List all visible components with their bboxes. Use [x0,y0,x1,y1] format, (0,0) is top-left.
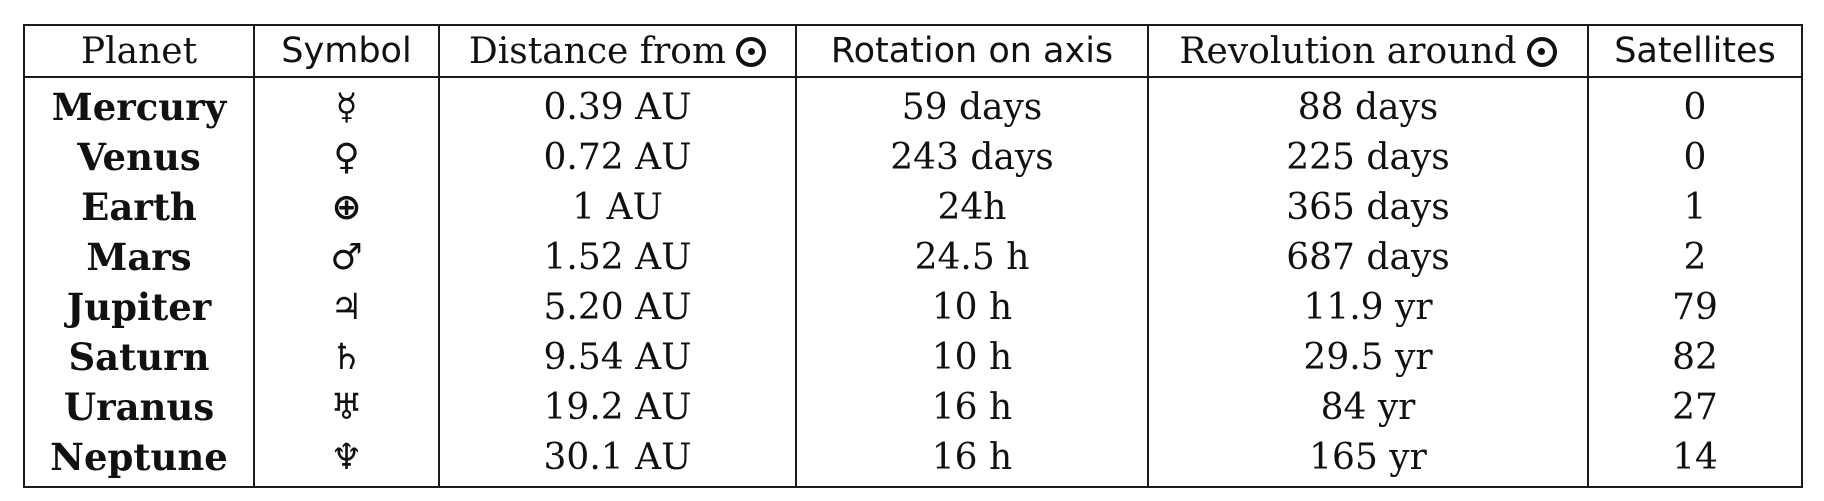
planet-name: Earth [23,182,255,232]
neptune-symbol-icon: ♆ [253,432,440,488]
planet-name: Saturn [23,332,255,382]
table-row: Mars ♂ 1.52 AU 24.5 h 687 days 2 [23,232,1803,282]
rotation-cell: 10 h [795,332,1149,382]
header-revolution: Revolution around [1147,24,1589,78]
table-row: Jupiter ♃ 5.20 AU 10 h 11.9 yr 79 [23,282,1803,332]
revolution-cell: 687 days [1147,232,1589,282]
satellites-cell: 0 [1587,132,1803,182]
revolution-cell: 88 days [1147,77,1589,132]
rotation-cell: 243 days [795,132,1149,182]
table-row: Mercury ☿ 0.39 AU 59 days 88 days 0 [23,77,1803,132]
planet-table: Planet Symbol Distance from Rotation on … [23,24,1803,488]
header-distance-label: Distance from [468,30,727,72]
planet-name: Jupiter [23,282,255,332]
distance-cell: 0.72 AU [438,132,797,182]
planet-name: Mercury [23,77,255,132]
mars-symbol-icon: ♂ [253,232,440,282]
venus-symbol-icon: ♀ [253,132,440,182]
rotation-cell: 16 h [795,382,1149,432]
header-row: Planet Symbol Distance from Rotation on … [23,24,1803,78]
table-row: Earth ⊕ 1 AU 24h 365 days 1 [23,182,1803,232]
table-row: Venus ♀ 0.72 AU 243 days 225 days 0 [23,132,1803,182]
distance-cell: 9.54 AU [438,332,797,382]
satellites-cell: 0 [1587,77,1803,132]
revolution-cell: 84 yr [1147,382,1589,432]
planet-name: Uranus [23,382,255,432]
header-satellites: Satellites [1587,24,1803,78]
earth-symbol-icon: ⊕ [253,182,440,232]
satellites-cell: 14 [1587,432,1803,488]
planet-name: Mars [23,232,255,282]
satellites-cell: 82 [1587,332,1803,382]
satellites-cell: 27 [1587,382,1803,432]
rotation-cell: 24.5 h [795,232,1149,282]
revolution-cell: 11.9 yr [1147,282,1589,332]
header-distance: Distance from [438,24,797,78]
planet-table-container: Planet Symbol Distance from Rotation on … [23,24,1803,488]
revolution-cell: 365 days [1147,182,1589,232]
rotation-cell: 16 h [795,432,1149,488]
sun-icon [736,36,767,67]
revolution-cell: 29.5 yr [1147,332,1589,382]
rotation-cell: 59 days [795,77,1149,132]
header-planet: Planet [23,24,255,78]
table-row: Neptune ♆ 30.1 AU 16 h 165 yr 14 [23,432,1803,488]
distance-cell: 19.2 AU [438,382,797,432]
satellites-cell: 79 [1587,282,1803,332]
jupiter-symbol-icon: ♃ [253,282,440,332]
distance-cell: 0.39 AU [438,77,797,132]
mercury-symbol-icon: ☿ [253,77,440,132]
distance-cell: 5.20 AU [438,282,797,332]
planet-name: Neptune [23,432,255,488]
rotation-cell: 10 h [795,282,1149,332]
satellites-cell: 2 [1587,232,1803,282]
table-row: Uranus ♅ 19.2 AU 16 h 84 yr 27 [23,382,1803,432]
saturn-symbol-icon: ♄ [253,332,440,382]
rotation-cell: 24h [795,182,1149,232]
header-symbol: Symbol [253,24,440,78]
satellites-cell: 1 [1587,182,1803,232]
table-body: Mercury ☿ 0.39 AU 59 days 88 days 0 Venu… [23,77,1803,488]
table-row: Saturn ♄ 9.54 AU 10 h 29.5 yr 82 [23,332,1803,382]
planet-name: Venus [23,132,255,182]
revolution-cell: 225 days [1147,132,1589,182]
revolution-cell: 165 yr [1147,432,1589,488]
header-rotation: Rotation on axis [795,24,1149,78]
distance-cell: 1.52 AU [438,232,797,282]
uranus-symbol-icon: ♅ [253,382,440,432]
sun-icon [1526,36,1557,67]
distance-cell: 30.1 AU [438,432,797,488]
header-revolution-label: Revolution around [1179,30,1517,72]
distance-cell: 1 AU [438,182,797,232]
